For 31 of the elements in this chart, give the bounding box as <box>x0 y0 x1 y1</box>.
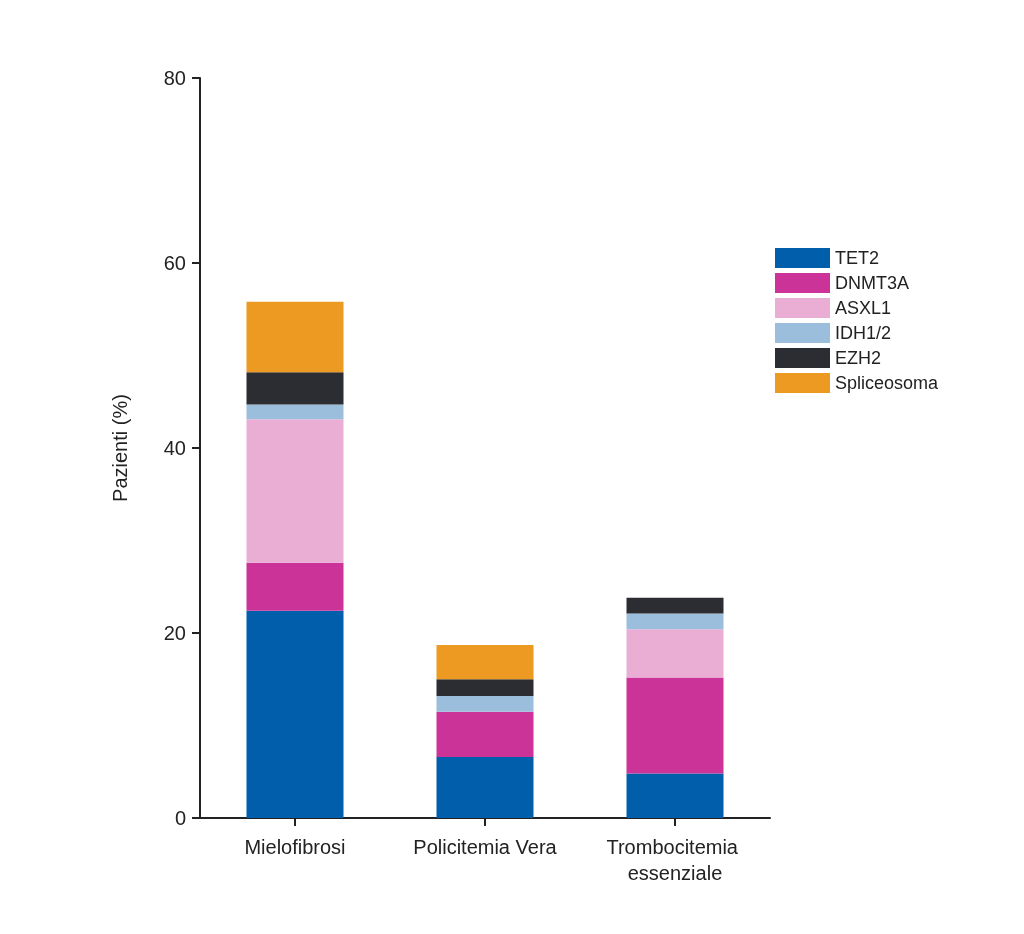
y-tick-label: 80 <box>163 67 186 89</box>
bar <box>436 695 534 712</box>
legend-label: IDH1/2 <box>835 323 892 343</box>
bar <box>246 562 344 611</box>
legend-label: Spliceosoma <box>835 373 940 393</box>
legend-label: EZH2 <box>835 348 882 368</box>
bar <box>626 677 724 774</box>
y-tick-label: 20 <box>163 622 186 644</box>
bar <box>626 597 724 614</box>
bar <box>436 645 534 680</box>
bar <box>626 613 724 630</box>
bar <box>436 756 534 818</box>
bar <box>436 679 534 696</box>
bar <box>246 404 344 420</box>
y-axis-title: Pazienti (%) <box>109 394 131 502</box>
bar <box>246 301 344 373</box>
bar <box>246 610 344 818</box>
bar <box>626 629 724 678</box>
x-tick-label: Trombocitemia essenziale <box>606 836 744 884</box>
x-tick-label: Mielofibrosi <box>244 836 346 858</box>
x-tick-label: Policitemia Vera <box>413 836 558 858</box>
legend-label: DNMT3A <box>835 273 910 293</box>
legend-label: TET2 <box>835 248 880 268</box>
y-tick-label: 0 <box>174 807 186 829</box>
y-tick-label: 40 <box>163 437 186 459</box>
bar <box>436 711 534 757</box>
bar <box>246 419 344 563</box>
y-tick-label: 60 <box>163 252 186 274</box>
legend-label: ASXL1 <box>835 298 892 318</box>
bar <box>626 773 724 818</box>
bar <box>246 372 344 405</box>
